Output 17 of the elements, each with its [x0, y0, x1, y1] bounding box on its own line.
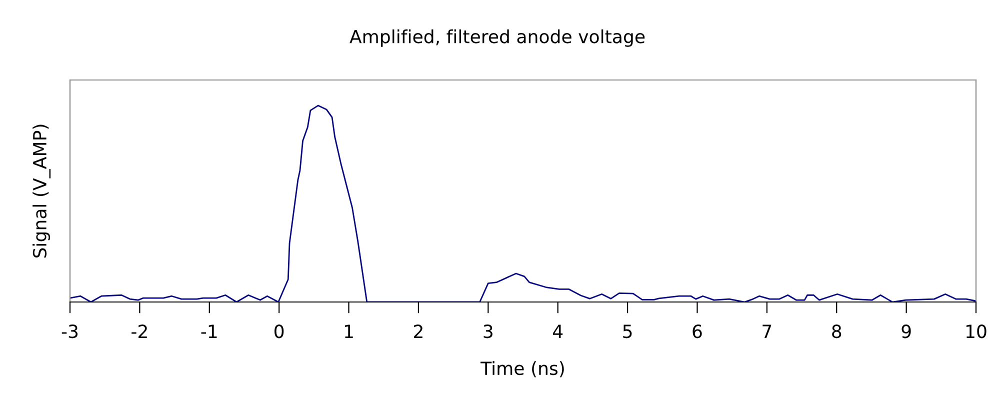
- x-tick-label: -1: [201, 324, 217, 338]
- x-tick-label: -2: [132, 324, 147, 338]
- x-tick-label: 8: [832, 324, 842, 338]
- x-tick-label: 1: [345, 324, 353, 338]
- x-tick-label: 10: [966, 324, 986, 338]
- x-tick-label: 3: [484, 324, 492, 338]
- x-tick-label: 4: [552, 324, 563, 338]
- x-tick-label: 2: [414, 324, 422, 338]
- x-tick-label: 5: [623, 324, 632, 338]
- chart-title: Amplified, filtered anode voltage: [350, 29, 645, 47]
- x-tick-label: 6: [692, 324, 702, 338]
- x-tick-label: -3: [62, 324, 78, 338]
- y-axis-title: Signal (V_AMP): [32, 124, 51, 258]
- x-tick-label: 7: [762, 324, 772, 338]
- x-tick-label: 0: [274, 324, 284, 338]
- x-axis-title: Time (ns): [480, 361, 564, 378]
- x-tick-label: 9: [902, 324, 911, 338]
